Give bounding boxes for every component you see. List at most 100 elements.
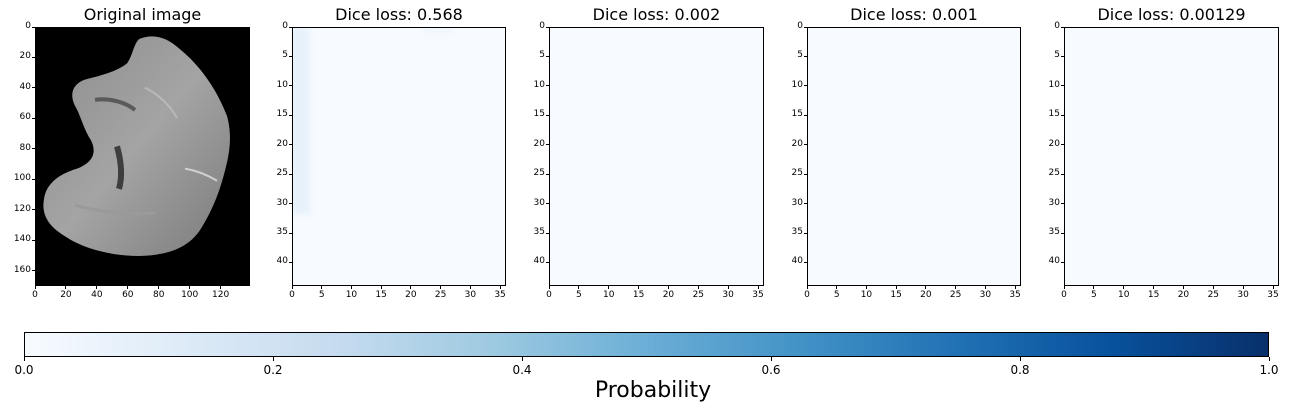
y-tick-mark bbox=[289, 85, 292, 87]
x-tick-mark bbox=[65, 286, 67, 289]
x-tick-label: 25 bbox=[692, 290, 705, 300]
x-tick-label: 5 bbox=[833, 290, 840, 300]
x-tick-mark bbox=[925, 286, 927, 289]
x-tick-mark bbox=[127, 286, 129, 289]
y-tick-mark bbox=[546, 203, 549, 205]
x-tick-mark bbox=[638, 286, 640, 289]
y-tick-mark bbox=[546, 173, 549, 175]
y-tick-label: 20 bbox=[276, 138, 288, 149]
y-tick-mark bbox=[546, 114, 549, 116]
x-tick-mark bbox=[548, 286, 550, 289]
y-tick-label: 40 bbox=[19, 81, 31, 92]
heatmap-plot bbox=[807, 27, 1021, 286]
y-tick-mark bbox=[546, 232, 549, 234]
colorbar bbox=[24, 332, 1269, 357]
x-tick-label: 35 bbox=[1267, 290, 1279, 300]
x-tick-mark bbox=[578, 286, 580, 289]
x-tick-mark bbox=[220, 286, 222, 289]
y-tick-label: 15 bbox=[1048, 109, 1060, 120]
colorbar-tick-mark bbox=[272, 357, 274, 361]
y-tick-label: 25 bbox=[276, 168, 288, 179]
x-tick-label: 30 bbox=[1237, 290, 1249, 300]
x-tick-mark bbox=[189, 286, 191, 289]
x-tick-mark bbox=[469, 286, 471, 289]
y-tick-label: 5 bbox=[1054, 50, 1060, 61]
colorbar-tick-mark bbox=[521, 357, 523, 361]
x-tick-label: 80 bbox=[153, 290, 165, 300]
x-tick-mark bbox=[34, 286, 36, 289]
x-tick-mark bbox=[727, 286, 729, 289]
y-tick-label: 140 bbox=[13, 234, 31, 245]
y-tick-mark bbox=[546, 144, 549, 146]
bright-streak bbox=[184, 167, 218, 182]
x-tick-label: 30 bbox=[464, 290, 477, 300]
y-tick-mark bbox=[289, 114, 292, 116]
x-tick-mark bbox=[291, 286, 293, 289]
colorbar-tick-mark bbox=[1268, 357, 1270, 361]
y-tick-mark bbox=[804, 261, 807, 263]
x-tick-label: 100 bbox=[181, 290, 199, 300]
colorbar-tick-mark bbox=[23, 357, 25, 361]
y-tick-label: 5 bbox=[797, 50, 803, 61]
x-tick-label: 15 bbox=[1147, 290, 1160, 300]
x-tick-label: 30 bbox=[979, 290, 992, 300]
x-tick-label: 35 bbox=[494, 290, 506, 300]
y-tick-label: 40 bbox=[791, 256, 803, 267]
y-tick-mark bbox=[32, 239, 35, 241]
x-tick-label: 20 bbox=[405, 290, 417, 300]
x-tick-label: 10 bbox=[860, 290, 873, 300]
x-tick-label: 0 bbox=[804, 290, 810, 300]
heatmap-plot bbox=[549, 27, 764, 286]
x-tick-mark bbox=[1242, 286, 1244, 289]
y-tick-label: 30 bbox=[276, 197, 288, 208]
y-tick-label: 25 bbox=[1048, 168, 1060, 179]
y-tick-mark bbox=[289, 203, 292, 205]
x-tick-mark bbox=[1182, 286, 1184, 289]
x-tick-mark bbox=[321, 286, 323, 289]
y-tick-label: 25 bbox=[533, 168, 545, 179]
x-tick-label: 15 bbox=[632, 290, 645, 300]
x-tick-label: 25 bbox=[434, 290, 447, 300]
colorbar-tick-label: 0.0 bbox=[14, 363, 34, 377]
y-tick-label: 10 bbox=[1048, 79, 1060, 90]
y-tick-label: 5 bbox=[539, 50, 545, 61]
x-tick-mark bbox=[96, 286, 98, 289]
y-tick-label: 160 bbox=[13, 264, 31, 275]
y-tick-mark bbox=[32, 26, 35, 28]
y-tick-label: 20 bbox=[19, 51, 31, 62]
brain-image bbox=[35, 27, 250, 286]
heatmap-plot bbox=[1064, 27, 1279, 286]
x-tick-label: 120 bbox=[212, 290, 230, 300]
x-tick-mark bbox=[1123, 286, 1125, 289]
y-tick-label: 100 bbox=[13, 173, 31, 184]
y-tick-label: 0 bbox=[25, 21, 31, 31]
y-tick-mark bbox=[804, 173, 807, 175]
y-tick-label: 120 bbox=[13, 203, 31, 214]
colorbar-tick-mark bbox=[770, 357, 772, 361]
y-tick-label: 0 bbox=[282, 21, 288, 31]
x-tick-label: 20 bbox=[1177, 290, 1190, 300]
x-tick-label: 25 bbox=[1207, 290, 1220, 300]
dark-lesion bbox=[114, 145, 125, 190]
x-tick-mark bbox=[158, 286, 160, 289]
y-tick-mark bbox=[289, 173, 292, 175]
y-tick-mark bbox=[804, 114, 807, 116]
colorbar-label: Probability bbox=[594, 378, 712, 403]
x-tick-label: 5 bbox=[318, 290, 325, 300]
y-tick-label: 10 bbox=[791, 79, 803, 90]
y-tick-mark bbox=[289, 261, 292, 263]
y-tick-label: 30 bbox=[791, 197, 803, 208]
y-tick-mark bbox=[32, 117, 35, 119]
x-tick-mark bbox=[667, 286, 669, 289]
y-tick-mark bbox=[1061, 144, 1064, 146]
y-tick-mark bbox=[32, 209, 35, 211]
y-tick-mark bbox=[1061, 232, 1064, 234]
x-tick-label: 0 bbox=[32, 290, 38, 300]
y-tick-label: 30 bbox=[533, 197, 545, 208]
x-tick-label: 60 bbox=[122, 290, 134, 300]
y-tick-label: 10 bbox=[533, 79, 545, 90]
colorbar-tick-label: 1.0 bbox=[1259, 363, 1279, 377]
x-tick-mark bbox=[806, 286, 808, 289]
y-tick-mark bbox=[289, 232, 292, 234]
brain-fold bbox=[74, 203, 156, 216]
